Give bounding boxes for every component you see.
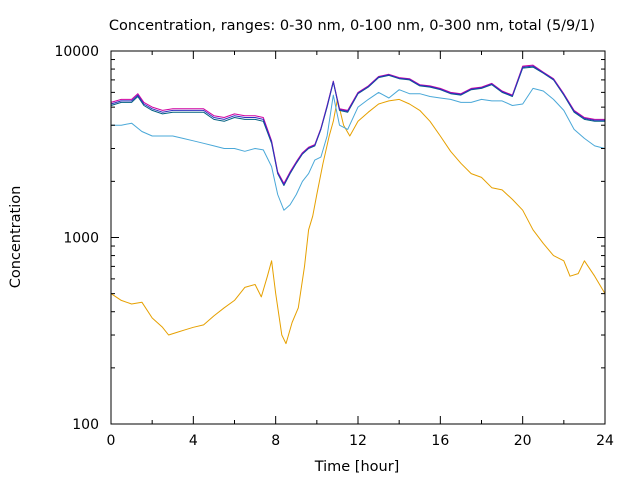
x-tick-label: 4 <box>189 433 198 449</box>
y-tick-label: 1000 <box>63 231 99 247</box>
y-tick-label: 10000 <box>54 44 99 60</box>
x-tick-label: 8 <box>271 433 280 449</box>
x-tick-label: 16 <box>431 433 449 449</box>
y-tick-label: 100 <box>72 417 99 433</box>
x-axis-ticks: 0 4 8 12 16 20 24 <box>107 51 614 449</box>
x-tick-label: 0 <box>107 433 116 449</box>
x-axis-title: Time [hour] <box>314 459 400 475</box>
series-line-1 <box>110 98 606 345</box>
series-line-5 <box>110 65 605 186</box>
plot-lines <box>110 64 606 345</box>
series-line-4 <box>110 64 605 184</box>
x-tick-label: 24 <box>596 433 614 449</box>
x-tick-label: 12 <box>349 433 367 449</box>
chart-title: Concentration, ranges: 0-30 nm, 0-100 nm… <box>109 18 595 34</box>
series-line-2 <box>111 87 606 211</box>
y-axis-title: Concentration <box>8 186 24 289</box>
y-axis-ticks: 100 1000 10000 <box>54 44 605 433</box>
x-tick-label: 20 <box>514 433 532 449</box>
series-line-3 <box>110 66 605 186</box>
